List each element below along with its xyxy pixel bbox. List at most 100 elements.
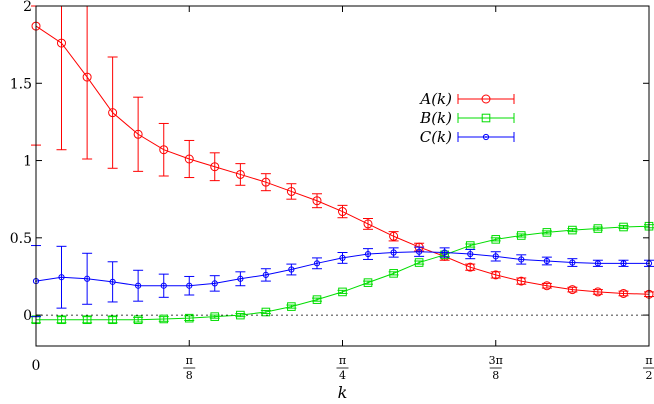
data-point [364, 250, 372, 258]
series-layer [31, 5, 654, 325]
data-point [184, 313, 194, 323]
data-point-ring [135, 282, 142, 289]
data-point [133, 315, 143, 325]
x-tick-numerator: π [186, 354, 193, 367]
data-point [160, 282, 167, 289]
error-bar [388, 231, 399, 242]
error-bar [311, 193, 322, 209]
data-point-ring [211, 280, 218, 287]
error-bar [286, 183, 297, 200]
data-point-ring [492, 253, 499, 260]
legend-entry: B(k) [419, 109, 515, 127]
x-tick-label: 0 [32, 358, 41, 374]
error-bar [107, 56, 118, 169]
series-circle [31, 5, 654, 299]
data-point-dot [485, 136, 487, 138]
data-point-ring [237, 275, 244, 282]
data-point [82, 315, 92, 325]
data-point [109, 278, 116, 285]
y-tick-label: 2 [23, 0, 32, 15]
data-point-dot [316, 262, 318, 265]
data-point-ring [186, 282, 193, 289]
data-point [312, 295, 322, 304]
legend-entry: C(k) [420, 128, 515, 146]
x-tick-label: 3π8 [489, 354, 503, 382]
data-point-dot [341, 257, 344, 259]
data-point-ring [339, 254, 346, 262]
data-point [261, 307, 271, 317]
data-point-dot [111, 280, 114, 283]
data-point [210, 162, 220, 172]
data-point-ring [518, 256, 525, 263]
data-point [441, 249, 448, 256]
x-tick-label: π2 [643, 354, 654, 382]
data-point-ring [441, 249, 448, 256]
data-point-dot [545, 260, 548, 262]
data-point [108, 108, 118, 118]
data-point [82, 72, 92, 82]
data-point-ring [482, 133, 490, 141]
data-point [619, 222, 628, 232]
x-tick-label: π4 [336, 354, 349, 382]
error-bar [465, 263, 476, 271]
data-point-ring [416, 248, 423, 255]
series-square [31, 221, 654, 325]
data-point-dot [162, 284, 165, 287]
data-point [594, 260, 601, 267]
error-bar [158, 122, 169, 177]
legend-label: B(k) [419, 109, 452, 127]
data-point [516, 231, 526, 240]
data-point-dot [239, 277, 242, 280]
data-point-dot [367, 253, 369, 255]
data-point [569, 259, 576, 266]
y-tick-label: 0.5 [10, 231, 32, 247]
data-point-dot [290, 268, 293, 271]
x-tick-numerator: 3π [489, 354, 503, 367]
data-point [593, 224, 603, 233]
data-point [312, 196, 322, 206]
data-point [363, 219, 373, 229]
error-bar [235, 163, 246, 186]
x-tick-label: π8 [183, 354, 196, 382]
y-tick-label: 0 [23, 308, 32, 324]
data-point [235, 169, 245, 179]
legend-label: C(k) [420, 128, 452, 146]
data-point [287, 302, 296, 311]
data-point-dot [494, 255, 497, 258]
data-point [57, 38, 67, 48]
data-point-dot [443, 251, 446, 254]
data-point [516, 276, 526, 286]
data-point [568, 225, 577, 235]
x-axis-label: k [338, 383, 348, 402]
data-point-ring [620, 260, 627, 267]
data-point [135, 282, 142, 289]
data-point [288, 266, 295, 273]
data-point [390, 249, 397, 256]
data-point-ring [569, 259, 576, 266]
data-point-ring [364, 250, 372, 258]
data-point [286, 186, 296, 196]
data-point-ring [390, 249, 397, 256]
data-point-ring [543, 257, 550, 265]
legend: A(k)B(k)C(k) [418, 90, 515, 146]
plot-frame [35, 5, 650, 347]
data-point [542, 228, 552, 237]
data-point-ring [58, 274, 65, 281]
x-tick-denominator: 2 [646, 369, 653, 382]
error-bar [209, 152, 220, 182]
legend-label: A(k) [418, 90, 452, 108]
data-point [481, 113, 491, 123]
data-point [186, 282, 193, 289]
data-point [416, 248, 423, 255]
data-point-dot [137, 284, 140, 287]
data-point [84, 275, 91, 282]
x-tick-numerator: π [339, 354, 346, 367]
error-bar [516, 277, 527, 285]
data-point [313, 260, 321, 267]
data-point [339, 254, 346, 262]
legend-entry: A(k) [418, 90, 515, 108]
y-tick-label: 1 [23, 154, 32, 170]
data-point-dot [86, 277, 89, 280]
data-point-ring [262, 271, 269, 279]
